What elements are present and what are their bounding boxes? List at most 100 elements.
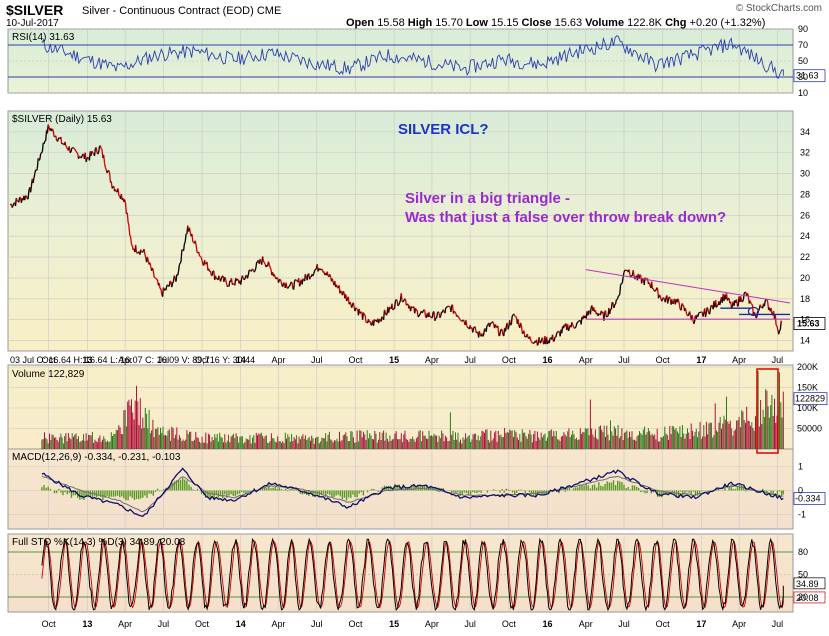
- price-ytick-label: 18: [800, 294, 810, 304]
- price-segment: [198, 251, 201, 257]
- price-segment: [25, 195, 28, 199]
- price-segment: [285, 282, 288, 289]
- price-info-line: 03 Jul O: 16.64 H: 16.64 L: 16.07 C: 16.…: [10, 355, 255, 365]
- rsi-ytick-label: 30: [798, 72, 808, 82]
- price-segment: [719, 301, 722, 306]
- price-segment: [398, 302, 401, 306]
- price-segment: [126, 212, 129, 223]
- price-xtick-label: Apr: [118, 355, 132, 365]
- price-segment: [391, 303, 394, 311]
- stochastic-k-value-label: 34.89: [796, 579, 819, 589]
- price-segment: [326, 271, 329, 277]
- price-segment: [404, 298, 406, 300]
- price-segment: [621, 276, 624, 283]
- price-segment: [639, 274, 642, 277]
- volume-ytick-label: 100K: [797, 403, 818, 413]
- price-segment: [688, 311, 692, 315]
- price-segment: [536, 343, 539, 346]
- price-segment: [657, 295, 660, 299]
- price-segment: [414, 307, 418, 311]
- price-segment: [442, 309, 445, 312]
- price-segment: [697, 312, 700, 317]
- bottom-xtick-label: Oct: [42, 619, 57, 629]
- price-segment: [704, 312, 708, 318]
- price-segment: [295, 279, 298, 282]
- price-segment: [241, 275, 244, 279]
- volume-value: 122.8K: [627, 17, 663, 29]
- price-segment: [287, 286, 290, 289]
- price-segment: [388, 307, 391, 313]
- price-segment: [70, 147, 73, 153]
- price-segment: [651, 281, 654, 289]
- price-segment: [302, 278, 305, 281]
- price-xtick-label: Oct: [42, 355, 57, 365]
- price-segment: [677, 298, 680, 301]
- price-segment: [457, 316, 460, 319]
- price-segment: [68, 146, 71, 153]
- volume-highlight-box: [756, 368, 779, 454]
- price-segment: [514, 315, 517, 318]
- price-segment: [73, 148, 76, 151]
- price-segment: [129, 236, 133, 245]
- price-segment: [74, 149, 77, 152]
- price-segment: [240, 278, 243, 285]
- price-segment: [630, 275, 633, 278]
- price-segment: [206, 261, 209, 271]
- price-segment: [75, 150, 78, 153]
- price-xtick-label: 15: [389, 355, 399, 365]
- price-segment: [779, 329, 781, 332]
- price-segment: [85, 158, 88, 163]
- price-xtick-label: 17: [696, 355, 706, 365]
- price-title: $SILVER (Daily) 15.63: [12, 114, 112, 125]
- rsi-last-value-box: [793, 69, 826, 83]
- price-segment: [530, 340, 532, 342]
- price-segment: [203, 259, 207, 265]
- stochastic-title: Full STO %K(14,3) %D(3) 34.89, 20.08: [12, 537, 186, 548]
- price-segment: [504, 326, 507, 332]
- price-segment: [180, 249, 183, 263]
- annotation-line-1: Silver in a big triangle -: [405, 190, 570, 207]
- price-segment: [224, 276, 227, 280]
- price-ytick-label: 24: [800, 231, 810, 241]
- bottom-xtick-label: Jul: [618, 619, 630, 629]
- price-segment: [127, 221, 130, 226]
- price-segment: [551, 334, 555, 342]
- price-segment: [24, 195, 27, 201]
- price-segment: [567, 327, 571, 332]
- price-segment: [65, 145, 68, 148]
- symbol-title: $SILVER: [6, 2, 64, 18]
- price-segment: [742, 293, 745, 300]
- stochastic-d-line: [41, 540, 784, 609]
- bottom-xtick-label: Oct: [656, 619, 671, 629]
- volume-label: Volume: [585, 17, 625, 29]
- price-segment: [760, 306, 763, 308]
- price-segment: [552, 340, 555, 343]
- price-xtick-label: Jul: [311, 355, 323, 365]
- price-segment: [737, 305, 739, 307]
- price-last-value-box: [793, 317, 826, 330]
- price-segment: [263, 262, 266, 265]
- price-xtick-label: Jul: [158, 355, 170, 365]
- price-segment: [47, 124, 50, 128]
- price-segment: [685, 311, 688, 316]
- price-segment: [618, 294, 621, 296]
- chart-date: 10-Jul-2017: [6, 18, 59, 29]
- price-xtick-label: Apr: [579, 355, 593, 365]
- price-segment: [250, 270, 253, 272]
- price-segment: [494, 324, 497, 327]
- price-segment: [485, 325, 488, 332]
- price-segment: [362, 312, 365, 316]
- price-segment: [306, 274, 309, 281]
- price-segment: [659, 295, 662, 300]
- contract-subtitle: Silver - Continuous Contract (EOD) CME: [82, 5, 282, 17]
- open-label: Open: [346, 17, 375, 29]
- rsi-ytick-label: 70: [798, 40, 808, 50]
- price-segment: [149, 262, 152, 267]
- price-segment: [709, 307, 712, 314]
- price-segment: [178, 262, 181, 265]
- price-segment: [421, 311, 424, 314]
- price-segment: [613, 304, 616, 309]
- price-segment: [103, 163, 107, 168]
- rsi-ytick-label: 90: [798, 24, 808, 34]
- price-segment: [507, 326, 510, 330]
